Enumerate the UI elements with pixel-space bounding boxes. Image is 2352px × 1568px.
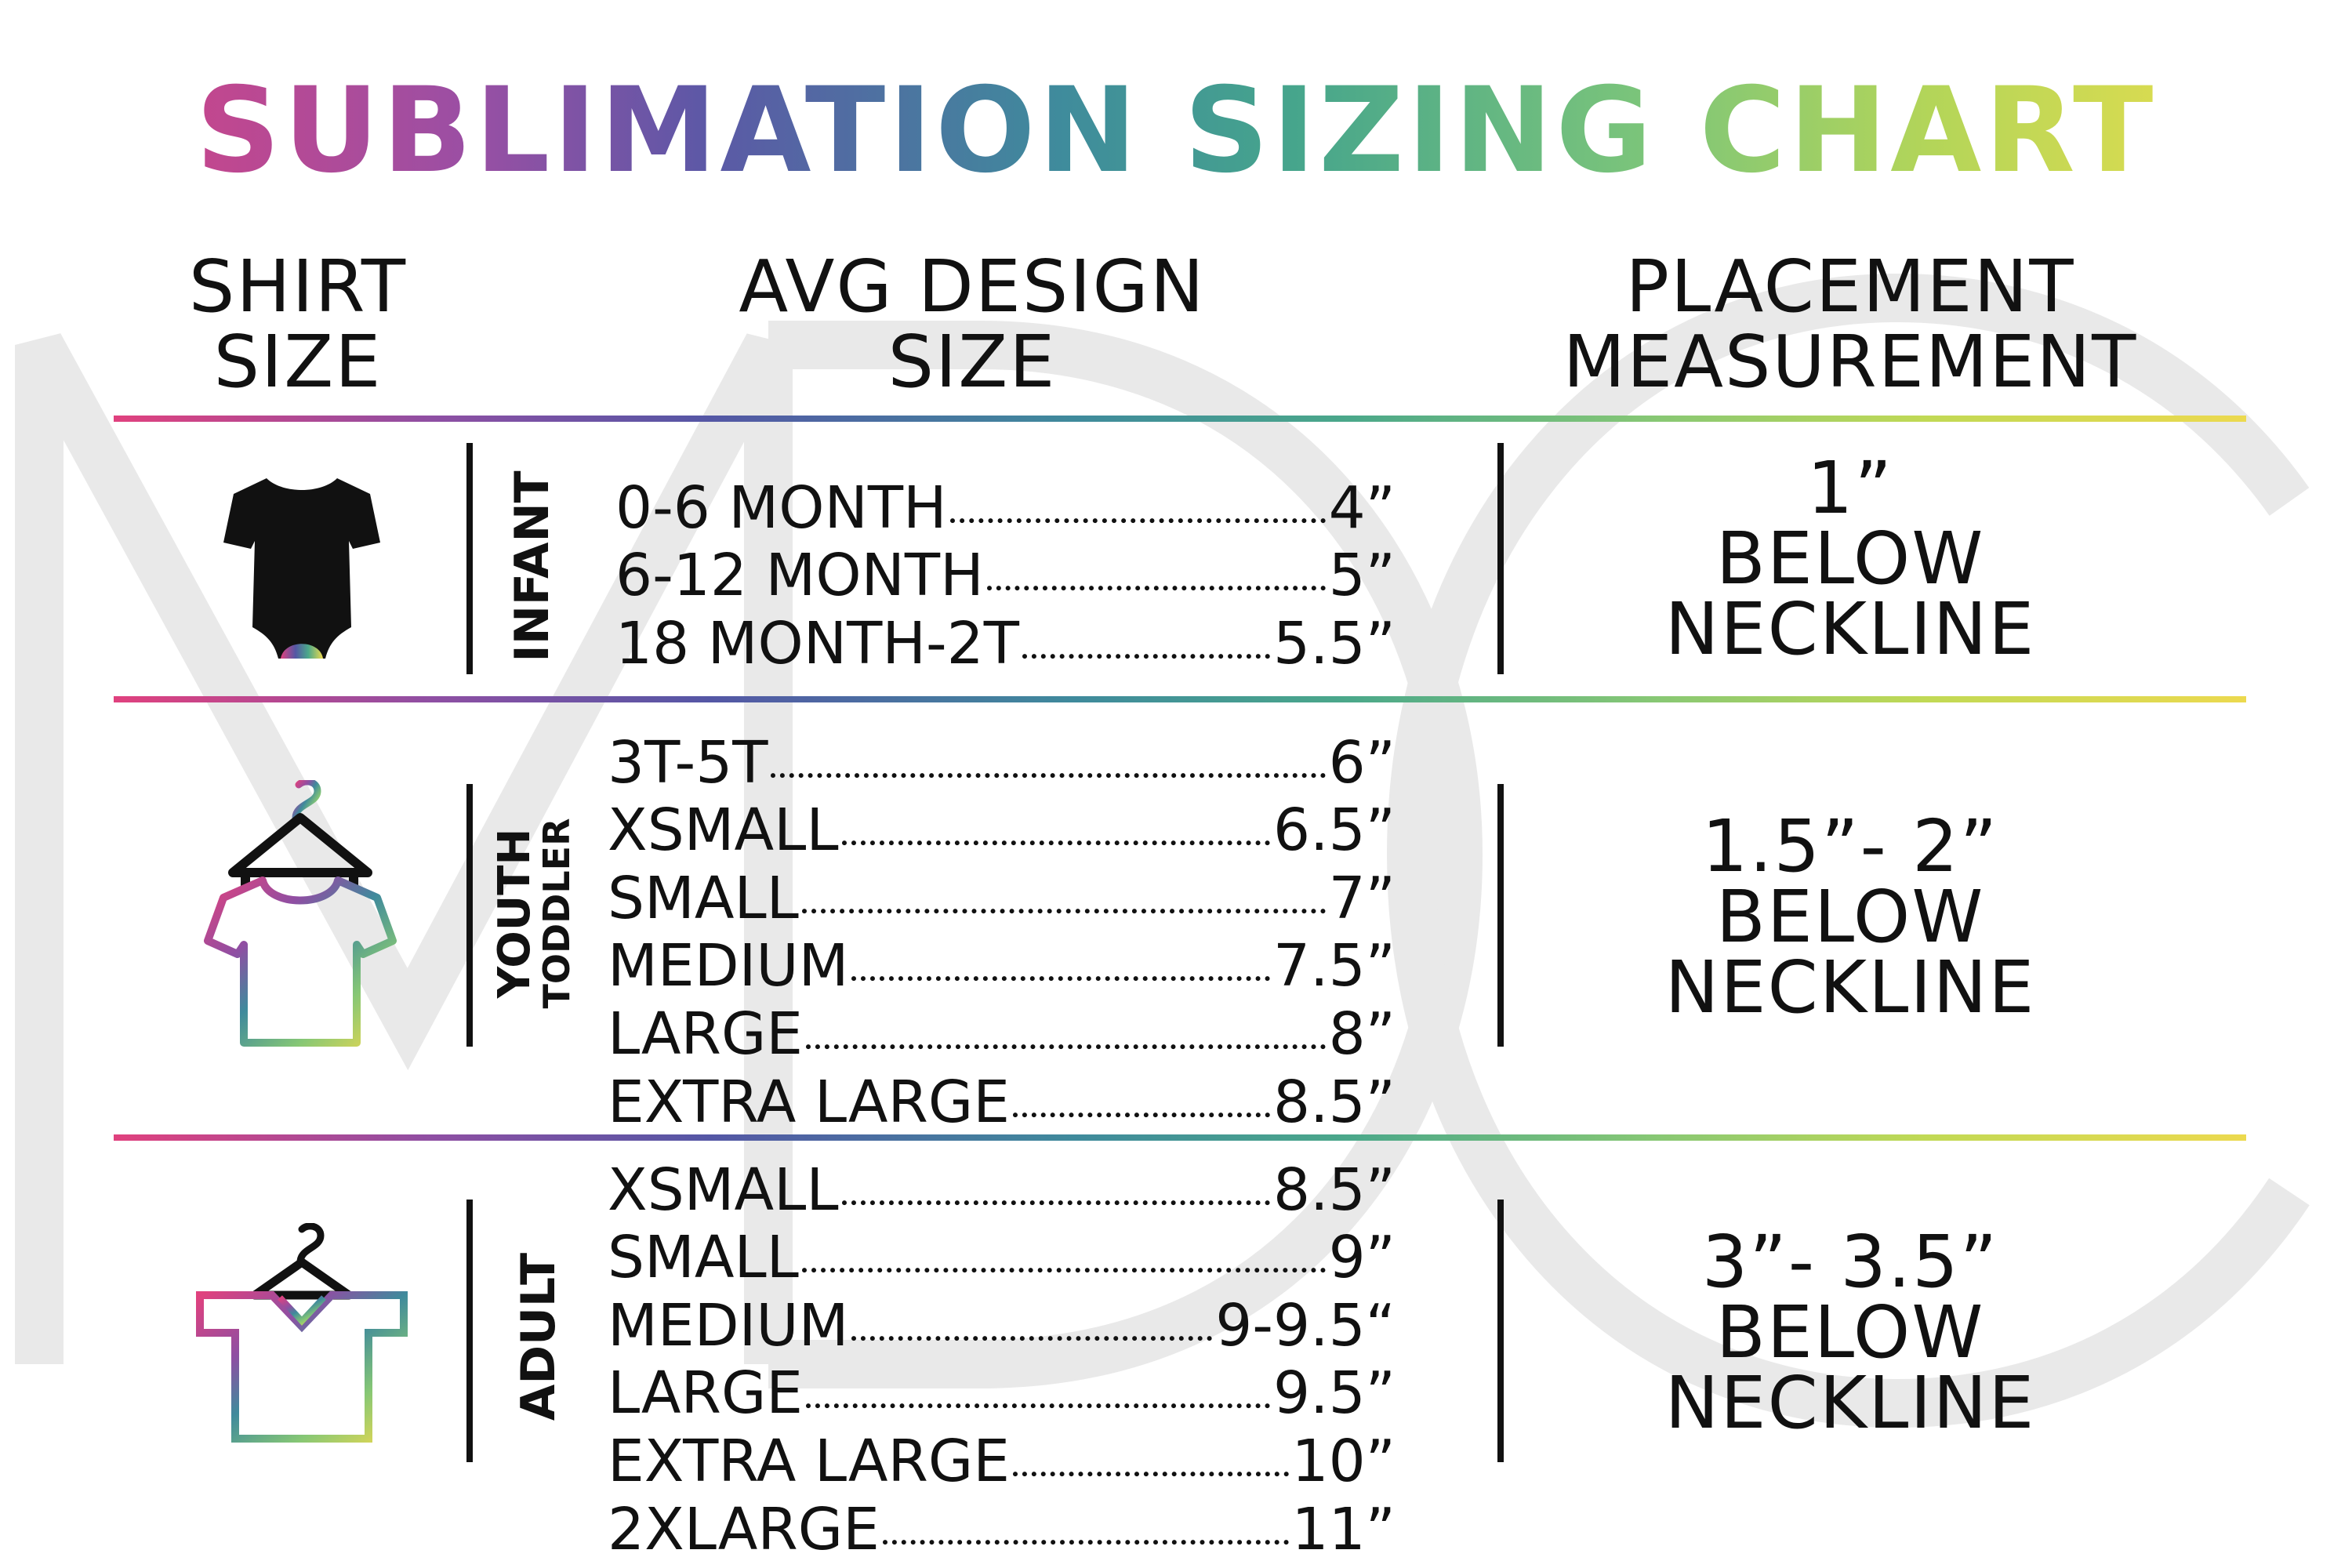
placement-adult: 3”- 3.5” BELOW NECKLINE <box>1664 1220 2036 1445</box>
list-item: MEDIUM 7.5” <box>608 929 1396 996</box>
header-shirt-size: SHIRT SIZE <box>188 245 408 404</box>
size-list-youth: 3T-5T 6” XSMALL 6.5” SMALL 7” MEDIUM 7.5” LA… <box>608 725 1396 1133</box>
header-avg-design-size: AVG DESIGN SIZE <box>739 245 1206 404</box>
list-item: 3T-5T 6” <box>608 725 1396 793</box>
list-item: MEDIUM 9-9.5“ <box>608 1288 1396 1356</box>
separator-bar <box>1497 784 1504 1047</box>
list-item: XSMALL 8.5” <box>608 1152 1396 1221</box>
list-item: LARGE 8” <box>608 996 1396 1065</box>
separator-bar <box>1497 443 1504 674</box>
header-placement-measurement: PLACEMENT MEASUREMENT <box>1563 245 2138 404</box>
divider-youth-adult <box>114 1134 2246 1141</box>
separator-bar <box>1497 1200 1504 1462</box>
separator-bar <box>466 784 473 1047</box>
divider-infant-youth <box>114 696 2246 702</box>
list-item: 6-12 MONTH 5” <box>615 539 1396 606</box>
list-item: 0-6 MONTH 4” <box>615 470 1396 539</box>
page-title: SUBLIMATION SIZING CHART <box>0 64 2352 198</box>
onesie-icon <box>223 478 380 659</box>
size-list-adult: XSMALL 8.5” SMALL 9” MEDIUM 9-9.5“ LARGE 9.5… <box>608 1152 1396 1560</box>
placement-infant: 1” BELOW NECKLINE <box>1664 446 2036 671</box>
youth-shirt-hanger-icon <box>204 780 397 1047</box>
divider-top <box>114 416 2246 422</box>
list-item: LARGE 9.5” <box>608 1356 1396 1424</box>
list-item: EXTRA LARGE 8.5” <box>608 1065 1396 1133</box>
size-list-infant: 0-6 MONTH 4” 6-12 MONTH 5” 18 MONTH-2T 5.5” <box>615 470 1396 674</box>
list-item: SMALL 7” <box>608 861 1396 929</box>
separator-bar <box>466 443 473 674</box>
adult-shirt-hanger-icon <box>196 1223 408 1443</box>
list-item: SMALL 9” <box>608 1221 1396 1288</box>
placement-youth: 1.5”- 2” BELOW NECKLINE <box>1664 804 2036 1029</box>
list-item: XSMALL 6.5” <box>608 793 1396 861</box>
list-item: 18 MONTH-2T 5.5” <box>615 606 1396 674</box>
separator-bar <box>466 1200 473 1462</box>
list-item: EXTRA LARGE 10” <box>608 1424 1396 1492</box>
list-item: 2XLARGE 11” <box>608 1492 1396 1560</box>
